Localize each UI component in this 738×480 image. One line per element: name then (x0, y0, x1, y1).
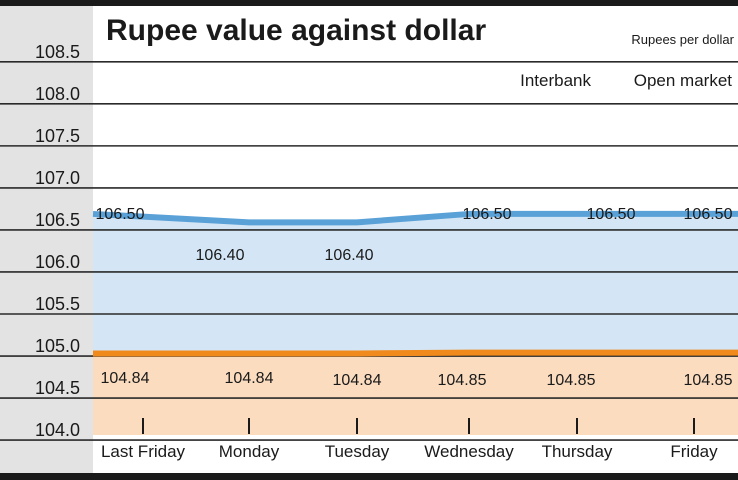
line-open-market (92, 210, 738, 226)
data-labels: 106.50 106.40 106.40 106.50 106.50 106.50 104.… (96, 206, 733, 389)
x-axis-ticks: Last Friday Monday Tuesday Wednesday Thursda… (101, 418, 718, 461)
area-open-market (93, 213, 738, 354)
data-label-interbank: 104.84 (225, 370, 274, 387)
data-label-interbank: 104.85 (438, 372, 487, 389)
legend-open-market: Open market (634, 71, 733, 90)
series-lines (92, 210, 738, 357)
units-label: Rupees per dollar (631, 32, 734, 47)
bottom-border (0, 473, 738, 480)
y-tick-label: 105.5 (35, 294, 80, 314)
y-axis-ticks: 104.0 104.5 105.0 105.5 106.0 106.5 107.0 107.5… (35, 42, 80, 440)
y-tick-label: 108.0 (35, 84, 80, 104)
title-backdrop (96, 10, 606, 50)
data-label-interbank: 104.85 (684, 372, 733, 389)
area-interbank (93, 352, 738, 435)
chart-title: Rupee value against dollar (106, 14, 486, 47)
y-tick-label: 104.0 (35, 420, 80, 440)
data-label-interbank: 104.85 (547, 372, 596, 389)
y-tick-label: 106.5 (35, 210, 80, 230)
x-tick-label: Monday (219, 442, 280, 461)
data-label-open-market: 106.50 (587, 206, 636, 223)
x-tick-label: Thursday (542, 442, 613, 461)
y-axis-band (0, 0, 93, 480)
data-label-open-market: 106.40 (325, 247, 374, 264)
data-label-open-market: 106.50 (463, 206, 512, 223)
data-label-interbank: 104.84 (333, 372, 382, 389)
top-border (0, 0, 738, 6)
x-tick-label: Friday (670, 442, 718, 461)
y-tick-label: 107.5 (35, 126, 80, 146)
x-tick-label: Tuesday (325, 442, 390, 461)
x-tick-label: Wednesday (424, 442, 514, 461)
y-tick-label: 107.0 (35, 168, 80, 188)
legend-interbank: Interbank (520, 71, 591, 90)
y-tick-label: 108.5 (35, 42, 80, 62)
y-tick-label: 104.5 (35, 378, 80, 398)
series-fills (93, 213, 738, 435)
data-label-open-market: 106.40 (196, 247, 245, 264)
data-label-open-market: 106.50 (96, 206, 145, 223)
data-label-interbank: 104.84 (101, 370, 150, 387)
line-interbank (93, 349, 738, 357)
x-tick-label: Last Friday (101, 442, 186, 461)
data-label-open-market: 106.50 (684, 206, 733, 223)
y-tick-label: 105.0 (35, 336, 80, 356)
y-tick-label: 106.0 (35, 252, 80, 272)
